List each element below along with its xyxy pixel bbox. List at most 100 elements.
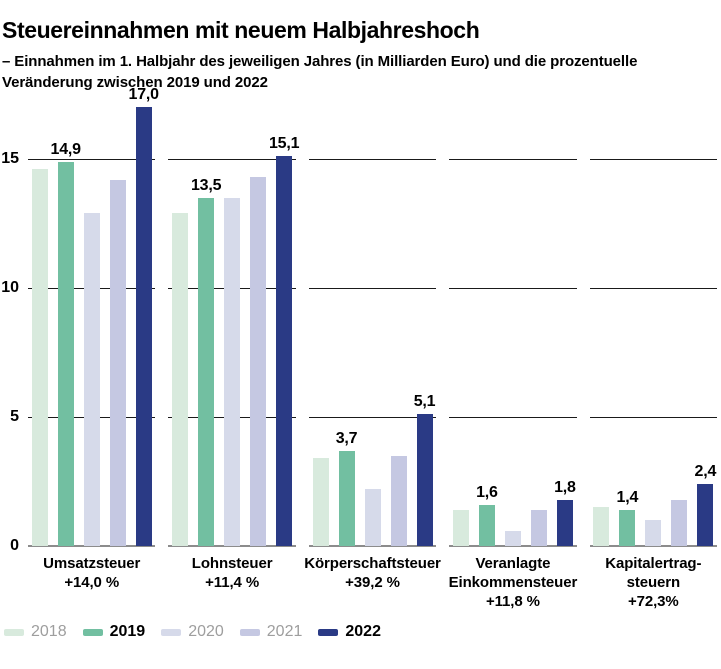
legend-year-label: 2020 [188, 623, 224, 640]
bar-2021-korperschaftsteuer [390, 455, 407, 546]
bar-column-2019-korperschaftsteuer: 3,7 [336, 430, 358, 546]
bar-column-2020-lohnsteuer [224, 197, 241, 546]
gridline-15 [308, 158, 437, 160]
bar-value-label: 5,1 [413, 393, 436, 411]
bar-group-umsatzsteuer: 14,9 17,0 Umsatzsteuer +14,0 % [28, 86, 159, 591]
legend: 2018 2019 2020 2021 2022 [4, 623, 381, 641]
bar-column-2021-veranlagte-einkommensteuer [530, 509, 547, 546]
group-label-veranlagte-einkommensteuer: Veranlagte Einkommensteuer +11,8 % [437, 554, 588, 611]
bar-column-2020-umsatzsteuer [83, 213, 100, 546]
gridline-5 [308, 416, 437, 418]
bar-2018-veranlagte-einkommensteuer [452, 509, 469, 546]
gridline-10 [589, 287, 718, 289]
bar-value-label: 1,6 [476, 483, 498, 501]
bar-2019-lohnsteuer [198, 197, 215, 546]
bar-2020-kapitalertrag-steuern [645, 520, 662, 546]
legend-year-label: 2018 [31, 623, 67, 640]
bar-column-2018-veranlagte-einkommensteuer [452, 509, 469, 546]
bar-value-label: 13,5 [190, 176, 222, 194]
bars-korperschaftsteuer: 3,7 5,1 [309, 87, 436, 546]
group-label-korperschaftsteuer: Körperschaftsteuer +39,2 % [297, 554, 448, 592]
bar-column-2019-veranlagte-einkommensteuer: 1,6 [476, 483, 498, 546]
bar-column-2020-korperschaftsteuer [364, 489, 381, 546]
bar-column-2022-veranlagte-einkommensteuer: 1,8 [554, 478, 576, 546]
gridline-10 [308, 287, 437, 289]
bars-veranlagte-einkommensteuer: 1,6 1,8 [449, 87, 576, 546]
bar-2022-umsatzsteuer [135, 107, 152, 546]
legend-item-2022: 2022 [318, 623, 381, 641]
bar-group-lohnsteuer: 13,5 15,1 Lohnsteuer +11,4 % [168, 87, 299, 591]
bar-2021-lohnsteuer [250, 177, 267, 546]
bar-2020-lohnsteuer [224, 197, 241, 546]
bar-2022-veranlagte-einkommensteuer [556, 499, 573, 546]
bar-2019-kapitalertrag-steuern [619, 509, 636, 546]
bar-2021-kapitalertrag-steuern [671, 499, 688, 546]
group-label-umsatzsteuer: Umsatzsteuer +14,0 % [16, 554, 167, 592]
bar-column-2022-korperschaftsteuer: 5,1 [413, 393, 436, 546]
legend-year-label: 2019 [109, 623, 146, 640]
gridline-15 [168, 158, 296, 160]
group-name-line: Veranlagte [475, 555, 551, 572]
bar-column-2019-lohnsteuer: 13,5 [191, 177, 221, 546]
bar-column-2018-korperschaftsteuer [312, 458, 329, 546]
bar-value-label: 14,9 [50, 140, 82, 158]
bar-column-2021-lohnsteuer [250, 177, 267, 546]
legend-swatch-2022 [318, 628, 339, 636]
x-axis-baseline [589, 545, 718, 547]
gridline-15 [449, 158, 577, 160]
bar-column-2021-kapitalertrag-steuern [671, 499, 688, 546]
group-name-line: Umsatzsteuer [43, 555, 141, 572]
group-change-percent: +11,8 % [485, 593, 540, 610]
group-change-percent: +14,0 % [64, 574, 120, 591]
legend-year-label: 2021 [266, 623, 303, 640]
bar-column-2018-kapitalertrag-steuern [593, 507, 610, 546]
bar-column-2020-veranlagte-einkommensteuer [504, 530, 521, 546]
legend-swatch-2018 [4, 628, 24, 636]
bar-group-kapitalertrag-steuern: 1,4 2,4 Kapitalertrag-steuern +72,3% [589, 87, 718, 610]
group-change-percent: +39,2 % [345, 574, 400, 591]
group-name-line: steuern [626, 574, 681, 591]
group-name-line: Lohnsteuer [191, 555, 273, 572]
bar-group-veranlagte-einkommensteuer: 1,6 1,8 Veranlagte Einkommensteuer +11,8 % [449, 87, 577, 610]
bar-value-label: 17,0 [128, 86, 160, 104]
group-name-line: Körperschaftsteuer [304, 555, 441, 572]
bar-column-2019-kapitalertrag-steuern: 1,4 [617, 489, 638, 546]
bar-2020-umsatzsteuer [83, 213, 100, 546]
x-axis-baseline [449, 545, 577, 547]
group-name-line: Einkommensteuer [448, 574, 578, 591]
bar-column-2022-kapitalertrag-steuern: 2,4 [695, 463, 716, 546]
bar-value-label: 2,4 [694, 463, 717, 481]
legend-item-2021: 2021 [239, 623, 303, 641]
group-change-percent: +72,3% [627, 593, 679, 610]
bar-column-2018-lohnsteuer [172, 213, 189, 546]
x-axis-baseline [28, 545, 156, 547]
group-change-percent: +11,4 % [205, 574, 260, 591]
bar-column-2019-umsatzsteuer: 14,9 [51, 141, 81, 546]
x-axis-baseline [308, 545, 437, 547]
y-axis-tick-15: 15 [1, 150, 19, 167]
bar-2019-korperschaftsteuer [338, 450, 355, 546]
group-label-lohnsteuer: Lohnsteuer +11,4 % [156, 554, 307, 592]
gridline-5 [589, 416, 718, 418]
legend-swatch-2021 [239, 628, 260, 636]
legend-year-label: 2022 [345, 623, 381, 640]
gridline-15 [589, 158, 718, 160]
bar-value-label: 1,8 [554, 478, 576, 496]
bar-2018-umsatzsteuer [31, 169, 48, 546]
legend-swatch-2020 [161, 628, 182, 636]
bars-kapitalertrag-steuern: 1,4 2,4 [590, 87, 717, 546]
group-label-kapitalertrag-steuern: Kapitalertrag-steuern +72,3% [578, 554, 721, 611]
bar-groups: 14,9 17,0 Umsatzsteuer +14,0 % 13,5 15,1 Lohns… [28, 86, 718, 610]
bar-2021-veranlagte-einkommensteuer [530, 509, 547, 546]
bar-column-2018-umsatzsteuer [31, 169, 48, 546]
bar-column-2020-kapitalertrag-steuern [645, 520, 662, 546]
bar-column-2022-lohnsteuer: 15,1 [269, 135, 299, 546]
bar-2020-korperschaftsteuer [364, 489, 381, 546]
bar-2022-korperschaftsteuer [416, 414, 433, 546]
gridline-10 [449, 287, 577, 289]
legend-item-2018: 2018 [4, 623, 67, 641]
y-axis-tick-0: 0 [10, 537, 19, 554]
group-name-line: Kapitalertrag- [605, 555, 702, 572]
bar-2019-veranlagte-einkommensteuer [478, 504, 495, 546]
gridline-5 [449, 416, 577, 418]
